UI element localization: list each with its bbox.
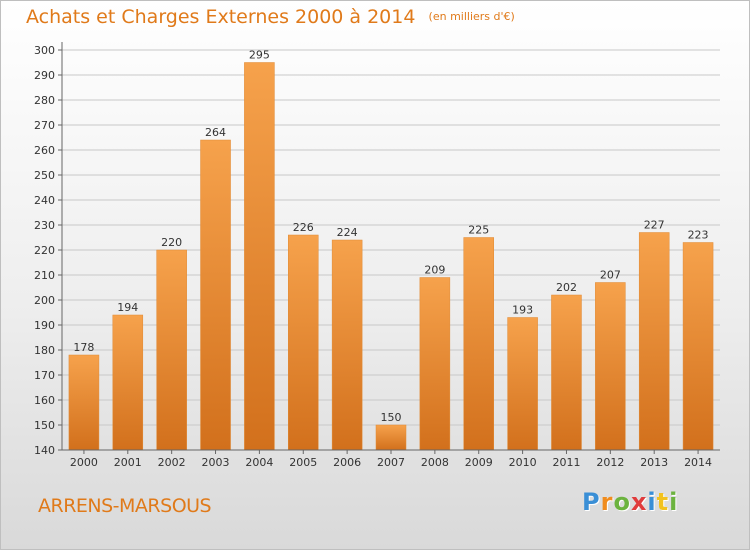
bars: 178 194 220 264 295 226 224 150 209 225 193 202 207 2… xyxy=(68,49,714,451)
x-tick-label: 2000 xyxy=(70,456,98,469)
bar-2008 xyxy=(419,277,451,451)
data-label: 264 xyxy=(205,126,226,139)
x-tick-label: 2008 xyxy=(421,456,449,469)
chart-title: Achats et Charges Externes 2000 à 2014 xyxy=(26,6,416,28)
bar-2014 xyxy=(682,242,714,451)
brand-letter: i xyxy=(647,488,657,516)
bar-2004 xyxy=(244,62,275,451)
data-label: 223 xyxy=(688,229,709,242)
y-tick-label: 270 xyxy=(34,119,55,132)
x-tick-label: 2003 xyxy=(202,456,230,469)
brand-letter: i xyxy=(669,488,679,516)
x-tick-label: 2012 xyxy=(596,456,624,469)
bar-2013 xyxy=(638,232,670,451)
y-tick-label: 160 xyxy=(34,394,55,407)
data-label: 220 xyxy=(161,236,182,249)
bar-2009 xyxy=(463,237,494,451)
data-label: 150 xyxy=(381,411,402,424)
bar-2007 xyxy=(375,424,407,451)
data-label: 295 xyxy=(249,49,270,62)
y-tick-label: 150 xyxy=(34,419,55,432)
bar-2010 xyxy=(507,317,538,451)
data-label: 207 xyxy=(600,269,621,282)
bar-2011 xyxy=(551,294,582,451)
x-tick-label: 2006 xyxy=(333,456,361,469)
y-axis-ticks: 140 150 160 170 180 190 200 210 220 230 240 250 260 2… xyxy=(34,44,62,457)
bar-2002 xyxy=(156,249,187,451)
y-tick-label: 180 xyxy=(34,344,55,357)
data-label: 226 xyxy=(293,221,314,234)
chart-subtitle: (en milliers d'€) xyxy=(428,10,515,23)
y-tick-label: 250 xyxy=(34,169,55,182)
bar-2006 xyxy=(331,239,363,451)
x-tick-label: 2013 xyxy=(640,456,668,469)
brand-letter: t xyxy=(656,488,670,516)
data-label: 224 xyxy=(337,226,358,239)
y-tick-label: 230 xyxy=(34,219,55,232)
x-tick-label: 2009 xyxy=(465,456,493,469)
brand-letter: o xyxy=(613,488,631,516)
data-label: 193 xyxy=(512,304,533,317)
x-tick-label: 2004 xyxy=(245,456,273,469)
bar-2005 xyxy=(288,234,319,451)
y-tick-label: 220 xyxy=(34,244,55,257)
x-tick-label: 2007 xyxy=(377,456,405,469)
y-tick-label: 190 xyxy=(34,319,55,332)
proxiti-logo: Proxiti xyxy=(582,488,678,516)
data-label: 202 xyxy=(556,281,577,294)
y-tick-label: 240 xyxy=(34,194,55,207)
x-axis-ticks: 2000 2001 2002 2003 2004 2005 2006 2007 2008 2009… xyxy=(70,450,712,469)
bar-2000 xyxy=(68,354,100,451)
data-label: 209 xyxy=(424,264,445,277)
title-row: Achats et Charges Externes 2000 à 2014 (… xyxy=(26,6,515,28)
bar-2003 xyxy=(200,139,231,451)
data-label: 225 xyxy=(468,224,489,237)
y-tick-label: 140 xyxy=(34,444,55,457)
x-tick-label: 2011 xyxy=(552,456,580,469)
x-tick-label: 2010 xyxy=(509,456,537,469)
x-tick-label: 2014 xyxy=(684,456,712,469)
location-name: ARRENS-MARSOUS xyxy=(38,495,212,517)
y-tick-label: 170 xyxy=(34,369,55,382)
data-label: 194 xyxy=(117,301,138,314)
y-tick-label: 260 xyxy=(34,144,55,157)
bar-2012 xyxy=(595,282,626,451)
x-tick-label: 2005 xyxy=(289,456,317,469)
y-tick-label: 210 xyxy=(34,269,55,282)
y-tick-label: 200 xyxy=(34,294,55,307)
y-tick-label: 300 xyxy=(34,44,55,57)
data-label: 178 xyxy=(73,341,94,354)
data-label: 227 xyxy=(644,219,665,232)
brand-letter: r xyxy=(600,488,614,516)
brand-letter: P xyxy=(582,488,601,516)
brand-letter: x xyxy=(630,488,648,516)
y-tick-label: 280 xyxy=(34,94,55,107)
y-tick-label: 290 xyxy=(34,69,55,82)
bar-2001 xyxy=(112,314,144,451)
x-tick-label: 2001 xyxy=(114,456,142,469)
x-tick-label: 2002 xyxy=(158,456,186,469)
